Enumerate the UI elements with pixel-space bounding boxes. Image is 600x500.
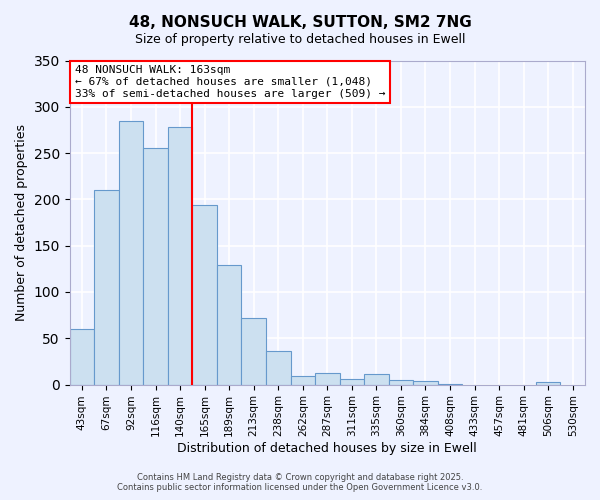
X-axis label: Distribution of detached houses by size in Ewell: Distribution of detached houses by size …: [178, 442, 477, 455]
Text: Size of property relative to detached houses in Ewell: Size of property relative to detached ho…: [135, 32, 465, 46]
Bar: [364, 374, 389, 384]
Bar: [94, 190, 119, 384]
Bar: [536, 382, 560, 384]
Text: 48 NONSUCH WALK: 163sqm
← 67% of detached houses are smaller (1,048)
33% of semi: 48 NONSUCH WALK: 163sqm ← 67% of detache…: [75, 66, 385, 98]
Text: Contains HM Land Registry data © Crown copyright and database right 2025.
Contai: Contains HM Land Registry data © Crown c…: [118, 473, 482, 492]
Bar: [70, 329, 94, 384]
Bar: [168, 127, 193, 384]
Bar: [413, 381, 438, 384]
Y-axis label: Number of detached properties: Number of detached properties: [15, 124, 28, 321]
Bar: [389, 380, 413, 384]
Bar: [290, 376, 315, 384]
Bar: [193, 205, 217, 384]
Bar: [266, 352, 290, 384]
Bar: [241, 318, 266, 384]
Bar: [315, 372, 340, 384]
Bar: [143, 148, 168, 384]
Bar: [340, 379, 364, 384]
Bar: [119, 120, 143, 384]
Bar: [217, 265, 241, 384]
Text: 48, NONSUCH WALK, SUTTON, SM2 7NG: 48, NONSUCH WALK, SUTTON, SM2 7NG: [128, 15, 472, 30]
